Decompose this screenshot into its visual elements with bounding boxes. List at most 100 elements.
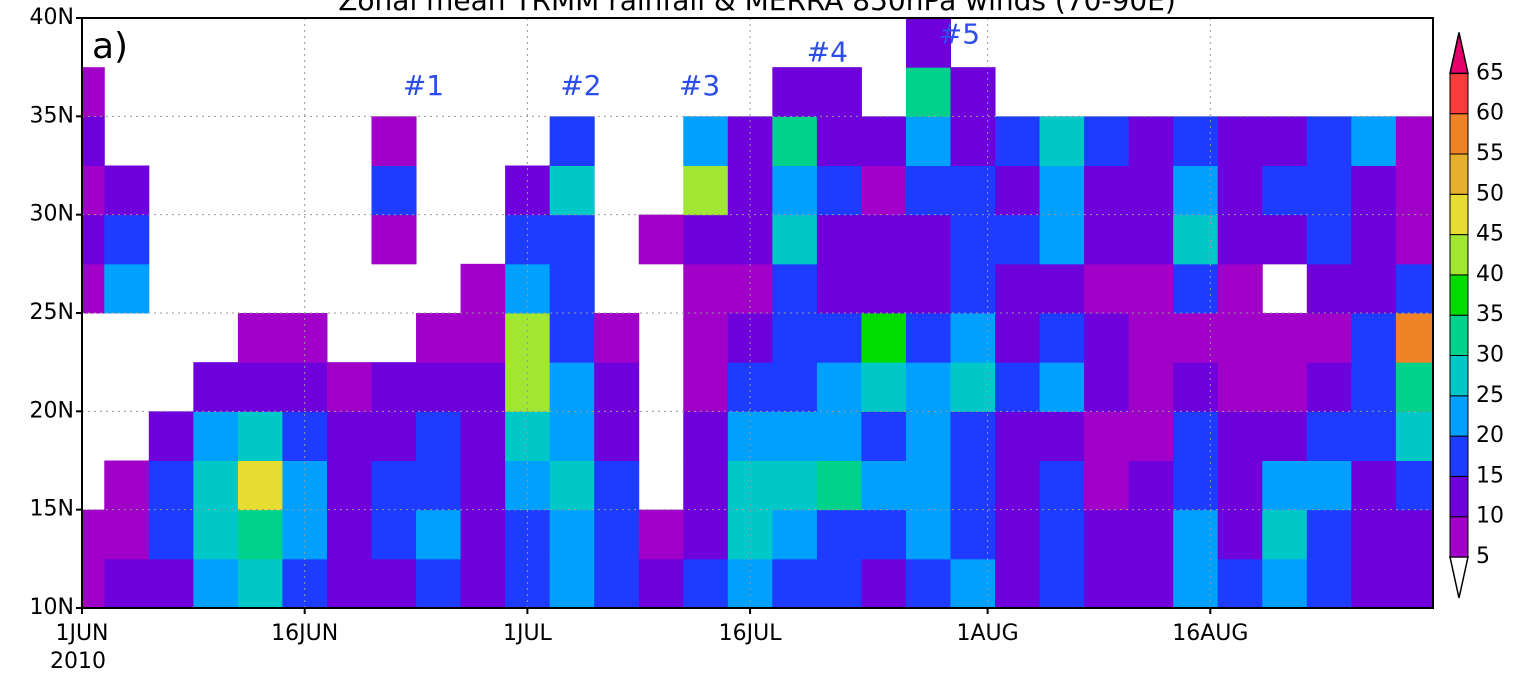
rain-cell [461, 166, 506, 216]
rain-cell [104, 362, 149, 412]
rain-cell [772, 460, 818, 511]
plot-frame [81, 17, 1434, 609]
rain-cell [1039, 460, 1085, 511]
rain-cell [149, 215, 194, 265]
x-tick-label: 16JUN [271, 621, 338, 646]
rain-cell [82, 558, 105, 608]
rain-cell [372, 264, 417, 314]
rain-cell [149, 116, 194, 166]
rain-cell [1173, 116, 1219, 166]
rain-cell [237, 460, 283, 511]
y-tick-label: 15N [30, 497, 74, 522]
rain-cell [1262, 264, 1307, 314]
rain-cell [1262, 558, 1308, 608]
rain-cell [104, 558, 150, 608]
colorbar-swatch [1449, 314, 1469, 357]
rain-cell [772, 263, 818, 314]
rain-cell [905, 116, 951, 166]
rain-cell [683, 411, 729, 461]
rain-cell [1084, 558, 1130, 608]
rain-cell [861, 116, 907, 166]
rain-cell [372, 313, 417, 363]
rain-cell [549, 313, 595, 363]
rain-cell [772, 509, 818, 560]
rain-cell [1396, 67, 1441, 117]
rain-cell [416, 460, 462, 511]
rain-cell [1173, 263, 1219, 314]
rain-cell [460, 411, 506, 461]
rain-cell [639, 166, 684, 216]
rain-cell [1039, 313, 1085, 363]
rain-cell [237, 313, 283, 363]
rain-cell [1039, 165, 1085, 216]
rain-cell [1351, 116, 1397, 166]
rain-cell [816, 558, 862, 608]
rain-cell [861, 214, 907, 265]
colorbar-swatch [1449, 153, 1469, 195]
rain-cell [1128, 165, 1174, 216]
rain-cell [149, 264, 194, 314]
rain-cell [1217, 558, 1263, 608]
rain-cell [104, 460, 150, 511]
colorbar-swatch [1449, 193, 1469, 236]
rain-cell [950, 558, 996, 608]
rain-cell [1351, 313, 1397, 363]
rain-cell [82, 116, 105, 166]
rain-cell [816, 165, 862, 216]
rain-cell [416, 313, 462, 363]
rain-cell [326, 509, 372, 560]
rain-cell [1128, 214, 1174, 265]
rain-cell [461, 18, 506, 68]
rain-cell [550, 18, 595, 68]
rain-cell [861, 558, 907, 608]
rain-cell [238, 264, 283, 314]
rain-cell [683, 313, 729, 363]
rain-cell [416, 116, 461, 166]
rain-cell [82, 165, 105, 216]
colorbar-label: 40 [1476, 262, 1504, 287]
rain-cell [104, 67, 149, 117]
rain-cell [1128, 460, 1174, 511]
rain-cell [995, 263, 1041, 314]
rain-cell [638, 214, 684, 265]
rain-cell [995, 509, 1041, 560]
rain-cell [639, 116, 684, 166]
rain-cell [327, 67, 372, 117]
rain-cell [816, 263, 862, 314]
rain-cell [683, 263, 729, 314]
colorbar-swatch [1449, 355, 1469, 397]
rain-cell [371, 165, 417, 216]
rain-cell [1306, 362, 1352, 412]
rain-cell [905, 263, 951, 314]
rain-cell [371, 558, 417, 608]
rain-cell [1217, 411, 1263, 461]
rain-cell [1262, 116, 1308, 166]
rain-cell [104, 411, 149, 461]
rain-cell [1084, 165, 1130, 216]
rain-cell [1262, 165, 1308, 216]
rain-cell [1039, 116, 1085, 166]
rain-cell [282, 116, 327, 166]
rain-cell [193, 18, 238, 68]
rain-cell [416, 166, 461, 216]
rain-cell [638, 558, 684, 608]
y-tick-label: 30N [30, 202, 74, 227]
rain-cell [238, 67, 283, 117]
rain-cell [416, 558, 462, 608]
rain-cell [995, 313, 1041, 363]
rain-cell [727, 362, 773, 412]
rain-cell [950, 509, 996, 560]
rain-cell [772, 362, 818, 412]
colorbar-label: 30 [1476, 343, 1504, 368]
rain-cell [1351, 18, 1396, 68]
rain-cell [282, 362, 328, 412]
rain-cell [1128, 362, 1174, 412]
annotation: #3 [679, 69, 720, 102]
rain-cell [950, 460, 996, 511]
rain-cell [193, 313, 238, 363]
rain-cell [683, 509, 729, 560]
rain-cell [639, 313, 684, 363]
rain-cell [1395, 509, 1433, 560]
rain-cell [193, 362, 239, 412]
rain-cell [460, 460, 506, 511]
